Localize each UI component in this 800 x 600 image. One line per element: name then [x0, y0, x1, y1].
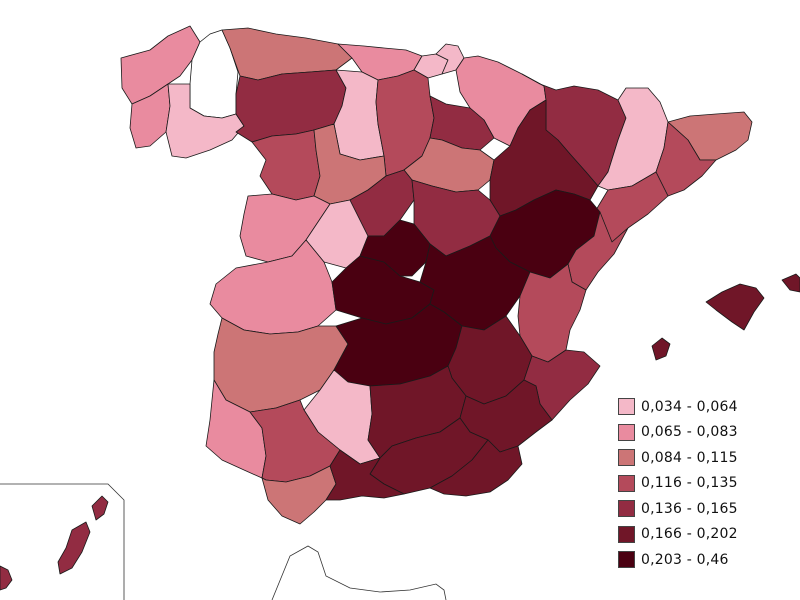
legend-label-6: 0,166 - 0,202 [641, 526, 738, 543]
legend-swatch-7 [618, 551, 635, 569]
region-mallorca [705, 283, 765, 331]
region-malaga [325, 449, 405, 501]
legend-item-3: 0,084 - 0,115 [618, 445, 738, 471]
legend-label-2: 0,065 - 0,083 [641, 424, 738, 441]
region-lanzarote [91, 495, 109, 521]
legend-label-4: 0,116 - 0,135 [641, 475, 738, 492]
legend-item-2: 0,065 - 0,083 [618, 420, 738, 446]
legend-item-4: 0,116 - 0,135 [618, 471, 738, 497]
region-almeria [429, 439, 523, 497]
map-legend: 0,034 - 0,064 0,065 - 0,083 0,084 - 0,11… [618, 394, 738, 573]
legend-label-1: 0,034 - 0,064 [641, 398, 738, 415]
canary-inset-frame [0, 483, 125, 600]
region-a-coruna [120, 25, 201, 105]
legend-label-3: 0,084 - 0,115 [641, 449, 738, 466]
legend-swatch-6 [618, 525, 635, 543]
legend-item-5: 0,136 - 0,165 [618, 496, 738, 522]
legend-item-6: 0,166 - 0,202 [618, 522, 738, 548]
legend-swatch-5 [618, 500, 635, 518]
legend-swatch-1 [618, 398, 635, 416]
legend-swatch-3 [618, 449, 635, 467]
legend-item-7: 0,203 - 0,46 [618, 547, 738, 573]
legend-swatch-4 [618, 474, 635, 492]
legend-label-5: 0,136 - 0,165 [641, 500, 738, 517]
region-zamora [251, 129, 321, 201]
region-fuerteventura [57, 521, 91, 575]
legend-swatch-2 [618, 423, 635, 441]
region-ibiza [651, 337, 671, 361]
region-canarias-west [0, 565, 13, 591]
north-africa-coastline [271, 545, 447, 600]
region-valencia [517, 263, 587, 363]
legend-item-1: 0,034 - 0,064 [618, 394, 738, 420]
legend-label-7: 0,203 - 0,46 [641, 551, 729, 568]
region-menorca [781, 273, 800, 293]
